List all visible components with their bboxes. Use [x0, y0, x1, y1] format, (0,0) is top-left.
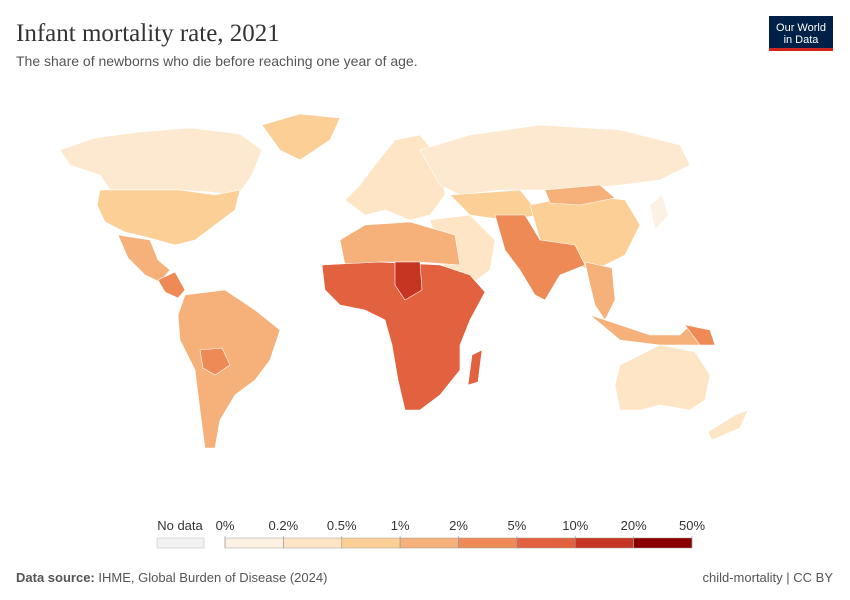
- world-map: [59, 113, 749, 449]
- legend-label: 10%: [562, 518, 588, 533]
- russia: [419, 124, 691, 196]
- southeast-asia: [584, 261, 616, 321]
- logo[interactable]: Our World in Data: [769, 16, 833, 51]
- logo-box: [769, 16, 833, 50]
- legend-bin: [283, 537, 342, 549]
- title: Infant mortality rate, 2021: [16, 20, 280, 47]
- legend-label: 20%: [621, 518, 647, 533]
- madagascar: [467, 349, 483, 386]
- color-scale: 0% 0.2% 0.5% 1% 2% 5% 10% 20% 50%: [216, 518, 705, 549]
- bolivia: [199, 347, 231, 376]
- legend-label: 2%: [449, 518, 468, 533]
- subtitle: The share of newborns who die before rea…: [16, 53, 418, 69]
- mongolia: [544, 184, 616, 206]
- australia: [614, 344, 711, 411]
- mexico: [117, 234, 171, 283]
- legend-label: 50%: [679, 518, 705, 533]
- central-america: [157, 271, 186, 299]
- legend-bin: [224, 537, 284, 549]
- footer-source: Data source: IHME, Global Burden of Dise…: [16, 570, 327, 585]
- new-zealand: [707, 409, 749, 441]
- legend: No data 0% 0.2% 0.5% 1% 2% 5% 10% 20% 50%: [156, 518, 705, 549]
- legend-bin: [458, 537, 518, 549]
- source-label: Data source:: [16, 570, 95, 585]
- south-america: [177, 289, 281, 449]
- japan: [649, 194, 669, 231]
- logo-text: in Data: [784, 34, 820, 46]
- legend-label: 0%: [216, 518, 235, 533]
- legend-bin: [341, 537, 401, 549]
- indonesia: [589, 314, 706, 346]
- legend-bin: [516, 537, 576, 549]
- legend-label: 0.5%: [327, 518, 357, 533]
- legend-label: 0.2%: [269, 518, 299, 533]
- legend-bin: [399, 537, 459, 549]
- sub-saharan-africa: [321, 261, 486, 411]
- no-data-swatch: [156, 537, 205, 549]
- logo-underline: [769, 48, 833, 51]
- legend-label: 1%: [391, 518, 410, 533]
- canada: [59, 127, 263, 196]
- logo-text: Our World: [776, 22, 826, 34]
- legend-label: 5%: [507, 518, 526, 533]
- greenland: [261, 113, 341, 161]
- sahel: [394, 261, 423, 301]
- legend-bin: [633, 537, 693, 549]
- source: IHME, Global Burden of Disease (2024): [98, 570, 327, 585]
- south-asia: [494, 214, 586, 301]
- legend-bin: [575, 537, 634, 549]
- usa: [96, 189, 241, 246]
- no-data-label: No data: [157, 518, 203, 533]
- papua: [684, 324, 716, 346]
- footer-slug: child-mortality | CC BY: [702, 570, 833, 585]
